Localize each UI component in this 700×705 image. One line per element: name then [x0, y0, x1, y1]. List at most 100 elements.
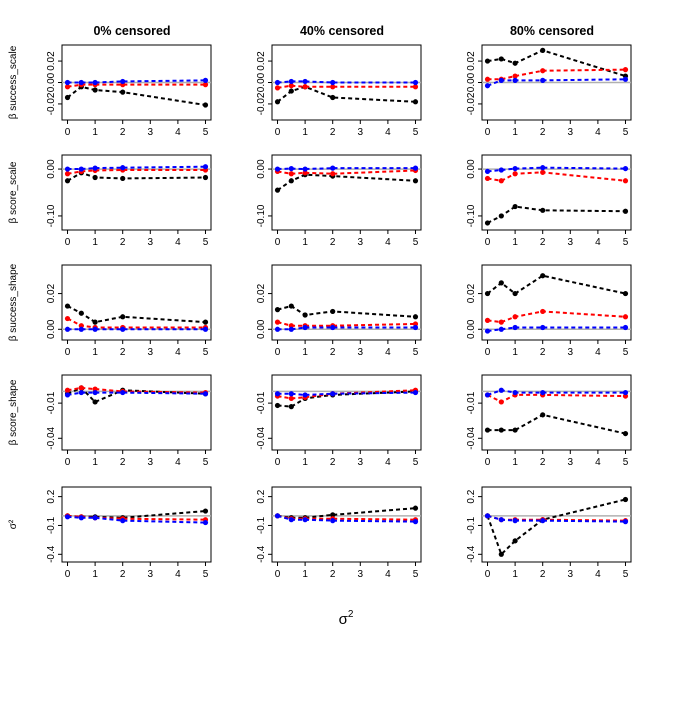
x-tick-label: 3 — [148, 237, 154, 248]
x-tick-label: 2 — [330, 127, 336, 138]
point-red — [64, 171, 71, 177]
point-blue — [78, 326, 84, 332]
x-tick-label: 5 — [623, 237, 629, 248]
column-title-2: 80% censored — [510, 24, 594, 38]
point-black — [512, 290, 518, 297]
point-blue — [302, 324, 308, 331]
x-tick-label: 4 — [595, 569, 601, 580]
x-tick-label: 5 — [203, 347, 209, 358]
point-black — [484, 220, 491, 226]
point-black — [540, 412, 546, 418]
x-tick-label: 4 — [595, 347, 601, 358]
y-axis-label: σ² — [8, 519, 19, 529]
point-red — [484, 76, 491, 82]
x-tick-label: 0 — [485, 569, 491, 580]
panel-row3-col2: 0 1 2 3 4 5 0.00 0.02 — [256, 264, 422, 358]
point-red — [274, 319, 281, 325]
x-tick-label: 5 — [623, 127, 629, 138]
point-blue — [64, 514, 71, 520]
x-tick-label: 4 — [175, 347, 181, 358]
series-line-black — [66, 85, 206, 106]
x-tick-label: 1 — [92, 569, 98, 580]
panel-row5-col1: 0 1 2 3 4 5 0.2 -0.1 -0.4 σ² — [8, 486, 212, 580]
point-black — [622, 430, 629, 437]
series-line-red — [487, 310, 626, 324]
point-blue — [274, 513, 281, 519]
point-blue — [412, 519, 419, 525]
series-line-red — [487, 393, 626, 404]
x-tick-label: 1 — [92, 347, 98, 358]
panel-frame — [271, 264, 422, 341]
point-red — [288, 171, 294, 177]
point-red — [622, 314, 629, 320]
series-line-black — [67, 510, 206, 519]
point-blue — [302, 392, 308, 398]
x-tick-label: 0 — [485, 457, 491, 468]
x-tick-label: 4 — [175, 237, 181, 248]
x-tick-label: 0 — [275, 347, 281, 358]
panel-row1-col3: 0 1 2 3 4 5 -0.020.000.02 — [466, 44, 632, 138]
series-line-blue — [277, 391, 416, 396]
x-tick-label: 0 — [275, 457, 281, 468]
y-tick-label: -0.4 — [256, 545, 267, 563]
point-black — [512, 203, 518, 210]
point-blue — [512, 77, 518, 83]
x-tick-label: 3 — [358, 237, 364, 248]
y-tick-label: 0.00 — [46, 319, 57, 339]
panel-frame — [61, 154, 212, 231]
series-line-red — [487, 171, 626, 182]
panel-frame — [481, 374, 632, 451]
x-axis-label-superscript: 2 — [348, 609, 354, 620]
x-tick-label: 4 — [385, 457, 391, 468]
point-black — [274, 99, 281, 105]
panel-frame — [481, 154, 632, 231]
point-blue — [92, 389, 98, 396]
x-tick-label: 4 — [595, 457, 601, 468]
point-blue — [92, 515, 98, 521]
point-black — [622, 496, 629, 503]
x-tick-label: 2 — [120, 127, 126, 138]
point-red — [302, 84, 308, 90]
point-black — [274, 187, 281, 193]
panel-row1-col1: 0 1 2 3 4 5 -0.020.000.02 β success_scale — [8, 44, 212, 138]
point-blue — [64, 166, 71, 172]
point-red — [64, 387, 71, 393]
x-axis-label: σ2 — [339, 609, 354, 628]
y-tick-label: -0.02 — [256, 92, 267, 115]
point-black — [498, 213, 504, 219]
y-axis-label: β success_shape — [8, 263, 19, 341]
panel-frame — [481, 486, 632, 563]
point-blue — [202, 519, 209, 526]
point-black — [498, 280, 504, 286]
panel-row2-col1: 0 1 2 3 4 5 -0.10 0.00 β score_scale — [8, 154, 212, 248]
point-blue — [274, 166, 281, 172]
point-blue — [274, 391, 281, 397]
point-red — [64, 84, 71, 90]
point-red — [498, 178, 504, 184]
point-blue — [78, 389, 84, 396]
point-red — [484, 317, 491, 323]
point-black — [64, 94, 71, 101]
panel-row4-col3: 0 1 2 3 4 5 -0.01 -0.04 — [466, 374, 632, 468]
x-tick-label: 3 — [568, 237, 574, 248]
y-tick-label: 0.00 — [466, 319, 477, 339]
x-tick-label: 5 — [203, 127, 209, 138]
point-black — [92, 319, 98, 325]
x-tick-label: 1 — [92, 127, 98, 138]
point-blue — [540, 518, 546, 524]
series-line-red — [277, 321, 416, 327]
x-tick-label: 1 — [302, 457, 308, 468]
y-tick-label: 0.00 — [256, 159, 267, 179]
point-black — [120, 314, 126, 320]
x-tick-label: 4 — [385, 127, 391, 138]
series-line-blue — [67, 79, 206, 84]
x-tick-label: 2 — [120, 569, 126, 580]
series-line-black — [67, 386, 206, 404]
point-blue — [498, 77, 504, 83]
x-tick-label: 2 — [330, 347, 336, 358]
y-tick-label: -0.10 — [466, 204, 477, 227]
point-blue — [64, 79, 71, 86]
x-tick-label: 2 — [120, 457, 126, 468]
point-black — [92, 399, 98, 405]
point-blue — [120, 78, 126, 85]
